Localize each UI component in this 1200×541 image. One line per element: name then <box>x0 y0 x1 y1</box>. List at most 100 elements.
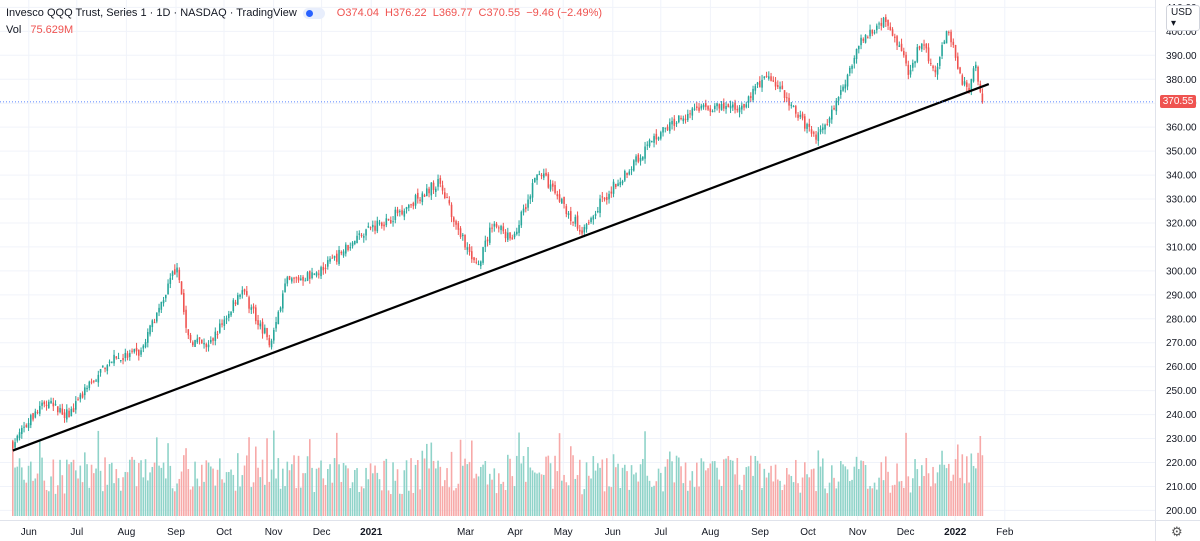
candle-body <box>831 109 833 120</box>
volume-bar <box>158 465 160 516</box>
candle-body <box>455 221 457 225</box>
volume-bar <box>115 469 118 516</box>
trendline[interactable] <box>12 83 990 452</box>
candle-body <box>63 412 66 418</box>
candle-body <box>525 207 527 210</box>
volume-bar <box>367 479 370 516</box>
candle-body <box>583 227 586 233</box>
candle-body <box>786 97 788 99</box>
candle-body <box>900 43 903 52</box>
volume-bar <box>279 488 282 516</box>
volume-bar <box>923 476 925 516</box>
volume-bar <box>736 457 739 516</box>
y-tick-label: 320.00 <box>1166 218 1197 229</box>
volume-bar <box>106 484 109 516</box>
volume-bar <box>903 487 905 516</box>
candle-body <box>768 76 770 79</box>
candle-body <box>504 231 507 239</box>
candle-body <box>453 217 455 222</box>
candle-body <box>239 294 241 297</box>
volume-bar <box>250 487 253 516</box>
candle-body <box>678 115 680 123</box>
volume-bar <box>761 488 763 516</box>
candle-body <box>853 57 856 64</box>
volume-bar <box>356 468 358 516</box>
candle-body <box>403 210 406 217</box>
candle-body <box>16 435 19 441</box>
candle-body <box>945 31 948 44</box>
volume-bar <box>531 470 534 516</box>
candle-body <box>572 221 574 223</box>
candle-body <box>117 358 120 360</box>
candle-body <box>349 247 352 249</box>
volume-bar <box>327 468 329 516</box>
candle-body <box>79 394 82 400</box>
trendline-segment[interactable] <box>12 83 990 452</box>
volume-bar <box>318 467 320 516</box>
volume-bar <box>180 471 183 516</box>
volume-bar <box>666 459 669 516</box>
candle-body <box>597 211 599 213</box>
volume-bar <box>594 470 597 516</box>
candle-body <box>792 106 795 108</box>
candle-body <box>279 307 282 311</box>
y-tick-label: 270.00 <box>1166 338 1197 349</box>
volume-bar <box>185 448 187 516</box>
volume-bar <box>673 482 676 516</box>
volume-bar <box>718 479 721 516</box>
candle-body <box>815 134 817 140</box>
candle-body <box>320 267 322 277</box>
volume-bar <box>759 463 761 516</box>
volume-bar <box>124 471 127 516</box>
volume-bar <box>153 462 156 516</box>
candle-body <box>732 104 734 108</box>
gear-icon[interactable]: ⚙ <box>1171 524 1183 539</box>
volume-bar <box>925 458 928 516</box>
volume-label[interactable]: Vol <box>6 24 22 36</box>
volume-bar <box>39 441 41 516</box>
time-axis[interactable]: Jun Jul Aug Sep Oct Nov Dec 2021 Mar Apr May Jun Jul… <box>0 520 1200 539</box>
candle-body <box>428 188 430 194</box>
volume-bar <box>304 473 307 516</box>
candle-body <box>801 113 804 119</box>
volume-bar <box>198 486 201 516</box>
candle-body <box>212 338 214 341</box>
volume-bar <box>880 462 883 516</box>
currency-selector[interactable]: USD ▾ <box>1166 5 1200 31</box>
volume-bar <box>273 430 275 516</box>
candle-body <box>918 46 921 49</box>
volume-bar <box>471 440 473 516</box>
candle-body <box>716 103 718 107</box>
candle-body <box>342 251 345 256</box>
candle-body <box>169 277 172 284</box>
price-axis[interactable]: 200.00 210.00 220.00 230.00 240.00 250.00 260.… <box>1155 0 1198 541</box>
volume-bar <box>943 464 946 516</box>
candle-body <box>221 323 223 325</box>
candle-body <box>806 124 808 129</box>
candle-body <box>201 339 203 344</box>
volume-bar <box>408 490 410 516</box>
candle-body <box>412 203 415 207</box>
candle-body <box>943 41 946 44</box>
y-tick-label: 330.00 <box>1166 195 1197 206</box>
volume-bar <box>693 487 696 516</box>
candle-body <box>480 261 482 267</box>
volume-bar <box>572 455 574 516</box>
volume-bar <box>394 480 397 516</box>
volume-bar <box>954 459 957 516</box>
toggle-icon[interactable] <box>302 7 325 19</box>
volume-bar <box>702 461 705 516</box>
volume-bar <box>147 480 149 516</box>
volume-bar <box>878 477 880 516</box>
symbol-title[interactable]: Invesco QQQ Trust, Series 1 · 1D · NASDA… <box>6 7 297 19</box>
volume-bar <box>79 465 82 516</box>
volume-bar <box>261 459 264 516</box>
volume-bar <box>959 477 961 516</box>
candle-body <box>952 41 955 45</box>
candle-body <box>828 117 831 123</box>
volume-bar <box>259 477 262 516</box>
volume-bar <box>144 459 147 516</box>
volume-bar <box>972 465 975 516</box>
candle-body <box>219 323 221 333</box>
